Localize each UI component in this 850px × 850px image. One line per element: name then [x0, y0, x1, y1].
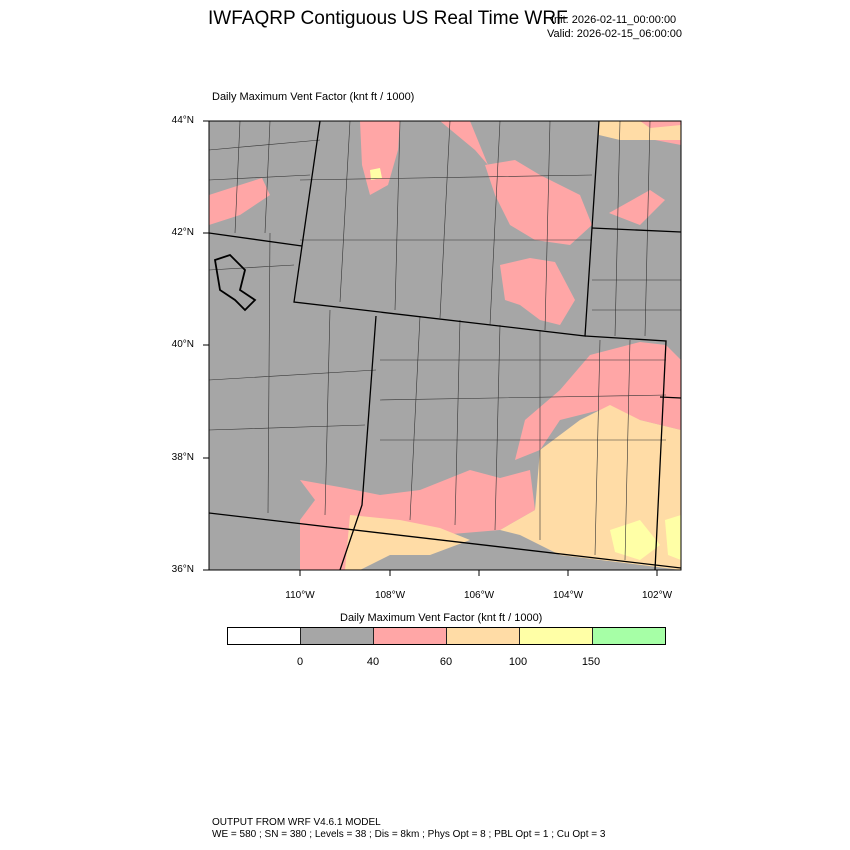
- fill-100-150: [370, 168, 681, 560]
- colorbar-label: 40: [366, 656, 380, 668]
- colorbar-title: Daily Maximum Vent Factor (knt ft / 1000…: [340, 612, 543, 624]
- lon-label-108w: 108°W: [374, 590, 406, 601]
- colorbar-bin-40-60: [374, 628, 447, 644]
- colorbar-label: 100: [508, 656, 528, 668]
- lon-label-110w: 110°W: [285, 590, 315, 601]
- lat-label-42n: 42°N: [171, 227, 194, 238]
- lon-label-106w: 106°W: [463, 590, 495, 601]
- county-lines: [209, 121, 681, 561]
- colorbar-label: 150: [581, 656, 601, 668]
- axis-ticks: [203, 120, 658, 576]
- colorbar-bin-above-150: [593, 628, 665, 644]
- lat-label-38n: 38°N: [171, 452, 194, 463]
- colorbar-bin-100-150: [520, 628, 593, 644]
- footer-config: WE = 580 ; SN = 380 ; Levels = 38 ; Dis …: [212, 829, 606, 840]
- lat-label-40n: 40°N: [171, 339, 194, 350]
- colorbar-bin-below-0: [228, 628, 301, 644]
- field-title: Daily Maximum Vent Factor (knt ft / 1000…: [212, 91, 415, 103]
- colorbar-bin-0-40: [301, 628, 374, 644]
- colorbar-label: 60: [439, 656, 453, 668]
- state-borders: [209, 121, 681, 570]
- init-time: Init: 2026-02-11_00:00:00: [551, 14, 677, 26]
- footer-model: OUTPUT FROM WRF V4.6.1 MODEL: [212, 817, 381, 828]
- valid-time: Valid: 2026-02-15_06:00:00: [547, 28, 682, 40]
- colorbar-label: 0: [296, 656, 304, 668]
- fill-40-60: [209, 121, 681, 570]
- lat-label-36n: 36°N: [171, 564, 194, 575]
- lat-label-44n: 44°N: [171, 115, 194, 126]
- colorbar-bin-60-100: [447, 628, 520, 644]
- plot-title: IWFAQRP Contiguous US Real Time WRF: [208, 8, 568, 29]
- lon-label-102w: 102°W: [641, 590, 673, 601]
- lon-label-104w: 104°W: [552, 590, 584, 601]
- colorbar: [227, 627, 666, 645]
